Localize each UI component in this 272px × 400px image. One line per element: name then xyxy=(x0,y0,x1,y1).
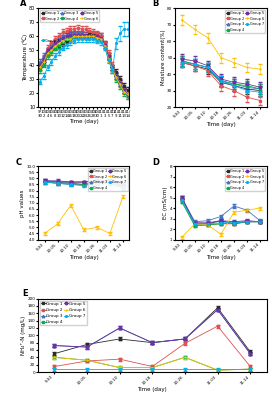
Text: D: D xyxy=(152,158,159,167)
Y-axis label: NH₄⁺-N (mg/L): NH₄⁺-N (mg/L) xyxy=(21,316,26,355)
Text: C: C xyxy=(15,158,21,167)
X-axis label: Time (day): Time (day) xyxy=(206,122,236,127)
Text: A: A xyxy=(20,0,26,8)
Text: E: E xyxy=(22,289,28,298)
Y-axis label: Moisture content(%): Moisture content(%) xyxy=(161,30,166,85)
Y-axis label: pH values: pH values xyxy=(20,189,25,216)
Text: B: B xyxy=(152,0,159,8)
Y-axis label: EC (mS/cm): EC (mS/cm) xyxy=(163,186,168,219)
X-axis label: Time (day): Time (day) xyxy=(206,255,236,260)
X-axis label: Time (day): Time (day) xyxy=(137,387,167,392)
X-axis label: Time (day): Time (day) xyxy=(69,255,99,260)
X-axis label: Time (day): Time (day) xyxy=(69,119,99,124)
Legend: Group 7: Group 7 xyxy=(40,38,60,44)
Legend: Group 1, Group 2, Group 3, Group 4, Group 5, Group 6, Group 7: Group 1, Group 2, Group 3, Group 4, Grou… xyxy=(40,301,87,326)
Y-axis label: Temperature (℃): Temperature (℃) xyxy=(22,34,28,81)
Legend: Group 1, Group 2, Group 3, Group 4, Group 5, Group 6, Group 7: Group 1, Group 2, Group 3, Group 4, Grou… xyxy=(88,168,128,191)
Legend: Group 1, Group 2, Group 3, Group 4, Group 5, Group 6, Group 7: Group 1, Group 2, Group 3, Group 4, Grou… xyxy=(225,10,265,33)
Legend: Group 1, Group 2, Group 3, Group 4, Group 5, Group 6, Group 7: Group 1, Group 2, Group 3, Group 4, Grou… xyxy=(225,168,265,191)
